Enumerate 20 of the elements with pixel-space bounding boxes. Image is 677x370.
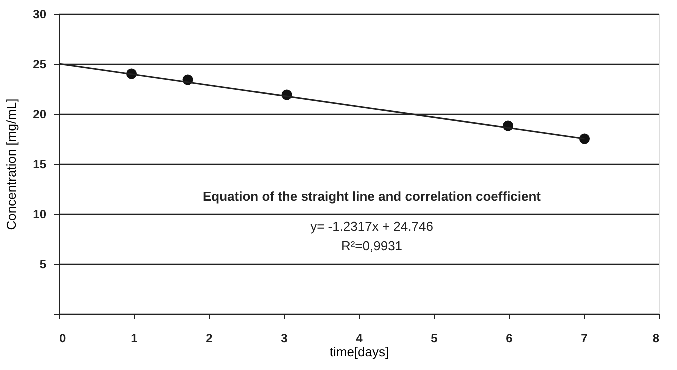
x-tick-label: 0 bbox=[60, 332, 66, 346]
x-tick-label: 1 bbox=[131, 332, 138, 346]
x-tick-label: 4 bbox=[356, 332, 364, 346]
y-tick-label: 5 bbox=[40, 258, 47, 272]
x-tick-label: 5 bbox=[431, 332, 438, 346]
x-axis-title: time[days] bbox=[330, 344, 390, 360]
x-tick-label: 2 bbox=[206, 332, 214, 346]
y-tick-label: 15 bbox=[33, 158, 47, 172]
x-tick-label: 8 bbox=[652, 332, 660, 346]
annotation: Equation of the straight line and correlation coefficient bbox=[202, 189, 542, 204]
y-tick-label: 30 bbox=[33, 8, 47, 22]
y-tick-label: 25 bbox=[33, 58, 47, 72]
x-tick-label: 3 bbox=[281, 332, 288, 346]
y-tick-label: 20 bbox=[33, 108, 47, 122]
x-tick-label: 6 bbox=[506, 332, 514, 346]
x-tick-label: 7 bbox=[581, 332, 588, 346]
annotation: y= -1.2317x + 24.746 bbox=[310, 219, 434, 234]
y-axis-title: Concentration [mg/mL] bbox=[4, 98, 20, 230]
annotation: R²=0,9931 bbox=[341, 238, 403, 254]
y-tick-label: 10 bbox=[33, 208, 47, 222]
